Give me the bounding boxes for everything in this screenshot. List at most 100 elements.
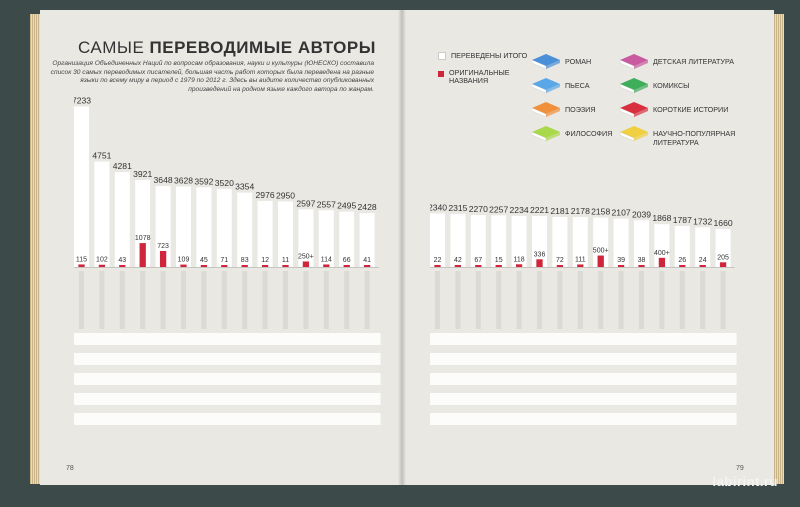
- label-original-4: 723: [157, 243, 169, 250]
- label-total-12: 2557: [317, 199, 336, 209]
- bar-total-0: [74, 106, 89, 267]
- bar-total-7: [572, 217, 588, 267]
- bar-original-0: [78, 264, 85, 267]
- author-label-placeholder: [364, 271, 370, 329]
- genre-row-0: [430, 333, 737, 345]
- bar-original-7: [577, 264, 584, 267]
- label-original-1: 102: [96, 257, 108, 264]
- bar-original-1: [454, 265, 462, 267]
- author-label-placeholder: [221, 271, 227, 329]
- bar-original-14: [719, 262, 727, 267]
- bar-total-12: [674, 226, 690, 267]
- bar-original-3: [495, 265, 502, 267]
- bar-total-4: [511, 215, 527, 267]
- bar-original-12: [323, 264, 330, 267]
- genre-row-4: [74, 413, 381, 425]
- genre-book-side: [546, 84, 560, 93]
- bar-original-13: [343, 265, 350, 267]
- label-original-0: 115: [76, 256, 87, 263]
- label-total-4: 2234: [510, 205, 529, 215]
- author-label-placeholder: [720, 271, 726, 329]
- bar-total-3: [135, 179, 151, 267]
- bar-total-2: [114, 171, 130, 267]
- label-original-8: 500+: [593, 248, 609, 255]
- label-total-1: 2315: [448, 203, 467, 213]
- bar-original-2: [475, 265, 482, 267]
- label-original-0: 22: [434, 257, 442, 264]
- legend-genre-6: КОРОТКИЕ ИСТОРИИ: [619, 102, 728, 118]
- bar-original-6: [556, 265, 564, 267]
- author-label-placeholder: [242, 271, 248, 329]
- label-original-9: 12: [261, 257, 269, 264]
- bar-original-1: [98, 264, 106, 267]
- label-total-8: 3354: [235, 182, 254, 192]
- label-total-1: 4751: [92, 151, 111, 161]
- label-total-10: 2950: [276, 191, 295, 201]
- genre-row-0: [74, 333, 381, 345]
- bar-total-10: [634, 220, 649, 267]
- bar-original-8: [241, 265, 248, 267]
- label-original-4: 118: [514, 256, 525, 263]
- author-label-placeholder: [140, 271, 146, 329]
- bar-total-8: [593, 217, 609, 267]
- label-original-1: 42: [454, 257, 462, 264]
- genre-row-1: [430, 353, 737, 365]
- page-title: САМЫЕ ПЕРЕВОДИМЫЕ АВТОРЫ: [78, 38, 376, 58]
- genre-row-4: [430, 413, 737, 425]
- label-original-13: 24: [699, 257, 707, 264]
- bar-total-1: [450, 213, 466, 267]
- bar-total-9: [613, 218, 629, 267]
- watermark: labirint.ru: [712, 474, 778, 489]
- author-label-placeholder: [323, 271, 329, 329]
- bar-original-2: [119, 265, 126, 267]
- bar-total-4: [155, 186, 171, 267]
- legend-genres: РОМАН ПЬЕСА ПОЭЗИЯ ФИЛОСОФИЯ ДЕТСКАЯ ЛИТЕРАТ…: [532, 54, 735, 147]
- author-label-placeholder: [475, 271, 481, 329]
- bar-original-10: [282, 265, 289, 267]
- author-label-placeholder: [659, 271, 665, 329]
- author-label-placeholder: [201, 271, 207, 329]
- label-total-13: 1732: [693, 216, 712, 226]
- legend-genre-0: РОМАН: [532, 54, 591, 70]
- author-label-placeholder: [516, 271, 522, 329]
- chart-right: 2340 22 2315 42 2270 67 2257 15 2234 118 2221 336 21…: [430, 202, 737, 425]
- label-original-10: 11: [282, 257, 289, 264]
- label-total-12: 1787: [673, 215, 692, 225]
- legend-genre-label: КОРОТКИЕ ИСТОРИИ: [653, 105, 728, 114]
- bar-original-13: [699, 265, 706, 267]
- title-bold: ПЕРЕВОДИМЫЕ АВТОРЫ: [149, 38, 376, 57]
- label-original-12: 26: [678, 257, 686, 264]
- legend-genre-5: КОМИКСЫ: [619, 78, 690, 94]
- author-label-placeholder: [577, 271, 583, 329]
- legend-total-swatch: [438, 52, 446, 61]
- bar-original-3: [139, 243, 146, 267]
- author-label-placeholder: [679, 271, 685, 329]
- label-original-3: 1078: [135, 235, 151, 242]
- label-original-8: 83: [241, 257, 249, 264]
- legend-original-label: ОРИГИНАЛЬНЫЕ НАЗВАНИЯ: [449, 67, 510, 86]
- legend-genre-1: ПЬЕСА: [532, 78, 590, 94]
- bar-original-11: [302, 261, 310, 267]
- label-original-7: 111: [575, 256, 586, 263]
- book-spine-shadow: [398, 10, 406, 485]
- author-label-placeholder: [344, 271, 350, 329]
- bar-original-6: [200, 265, 208, 267]
- bar-original-11: [658, 257, 666, 267]
- bar-total-12: [318, 210, 334, 267]
- legend-genre-label: ФИЛОСОФИЯ: [565, 129, 612, 138]
- bar-total-14: [359, 213, 375, 267]
- author-label-placeholder: [262, 271, 268, 329]
- bar-original-12: [679, 265, 686, 267]
- legend-total: ПЕРЕВЕДЕНЫ ИТОГО: [438, 51, 527, 61]
- genre-row-1: [74, 353, 381, 365]
- label-total-13: 2495: [337, 201, 356, 211]
- label-total-2: 4281: [113, 161, 132, 171]
- bar-total-11: [654, 224, 670, 267]
- page-edge-right: [774, 14, 784, 484]
- label-total-3: 3921: [133, 169, 152, 179]
- bar-total-5: [176, 186, 191, 267]
- bar-original-4: [515, 264, 523, 267]
- genre-row-2: [74, 373, 381, 385]
- label-original-14: 205: [717, 254, 729, 261]
- label-total-9: 2976: [256, 190, 275, 200]
